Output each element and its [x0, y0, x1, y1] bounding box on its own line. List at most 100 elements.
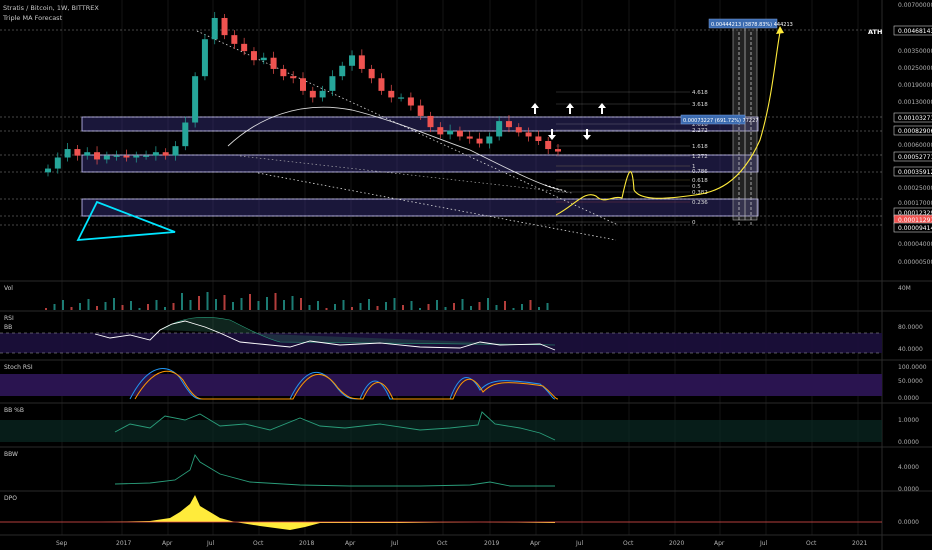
candle [427, 115, 434, 128]
time-tick-label: Apr [530, 540, 541, 547]
resistance-zone [81, 154, 759, 173]
volume-bar [512, 308, 515, 310]
price-tick-label: 0.00000500 [898, 259, 932, 266]
rsi-band [0, 333, 882, 353]
volume-bar [342, 300, 345, 310]
time-tick-label: 2018 [299, 540, 314, 547]
fib-label: 0.618 [692, 178, 708, 184]
price-tick-label: 0.00017000 [898, 200, 932, 207]
candle [398, 97, 405, 99]
time-tick-label: Oct [253, 540, 264, 547]
candle [182, 122, 189, 147]
volume-bar [436, 300, 438, 310]
candle [123, 155, 130, 158]
price-label-box [893, 166, 932, 177]
volume-bar [181, 293, 183, 310]
candle [496, 121, 503, 137]
volume-bar [87, 299, 90, 310]
candle [515, 127, 522, 133]
volume-bar [164, 307, 166, 310]
candle [94, 152, 101, 160]
time-tick-label: Apr [345, 540, 356, 547]
volume-bar [393, 298, 396, 310]
candle [417, 105, 424, 116]
stoch-tick: 0.0000 [898, 395, 919, 402]
candle [231, 35, 238, 44]
triangle-pattern [76, 200, 176, 242]
rsi-line [94, 320, 556, 351]
fib-label: 0.786 [692, 169, 708, 175]
price-label: 0.00011291 [898, 217, 932, 224]
stoch-band [0, 374, 882, 396]
volume-bar [351, 307, 353, 310]
fib-label: 3.618 [692, 102, 708, 108]
candle [407, 97, 414, 106]
arrow-down-icon [586, 129, 588, 135]
symbol-title[interactable]: Stratis / Bitcoin, 1W, BITTREX [3, 4, 99, 12]
ath-label: ATH [868, 28, 882, 36]
volume-bar [223, 295, 226, 310]
candle [545, 140, 552, 150]
candle [358, 55, 365, 69]
candle [201, 39, 208, 77]
panel-title-bbpct: BB %B [4, 407, 24, 414]
arrow-down-icon [551, 129, 553, 135]
dpo-tick: 0.0000 [898, 519, 919, 526]
stoch-d-line [134, 370, 559, 400]
price-tick-label: 0.00700000 [898, 2, 932, 9]
candle [349, 55, 356, 66]
panel-subtitle-bb: BB [4, 324, 12, 331]
volume-bar [385, 302, 387, 310]
candle [447, 130, 454, 135]
volume-bar [546, 303, 549, 310]
fib-label: 2.618 [692, 122, 708, 128]
volume-bar [121, 305, 124, 310]
arrow-up-icon [601, 108, 603, 114]
candle [221, 17, 228, 36]
time-tick-label: 2019 [484, 540, 499, 547]
price-label: 0.00103271 [898, 115, 932, 122]
volume-bar [240, 298, 243, 310]
wedge-upper-line [196, 30, 619, 226]
bbpct-line [114, 411, 556, 441]
candle [437, 127, 444, 135]
panel-title-bbw: BBW [4, 451, 18, 458]
candle [172, 146, 179, 156]
candle [290, 76, 297, 79]
time-tick-label: Oct [623, 540, 634, 547]
fib-label: 0.236 [692, 200, 708, 206]
moving-average-line [227, 106, 561, 191]
volume-bar [172, 303, 175, 310]
candle [74, 149, 81, 156]
price-label: 0.00009414 [898, 225, 932, 232]
candle [45, 168, 51, 173]
fib-label: 1 [692, 164, 696, 170]
volume-bar [155, 300, 158, 310]
indicator-title[interactable]: Triple MA Forecast [3, 14, 63, 22]
volume-bar [504, 301, 506, 310]
price-tick-label: 0.00250000 [898, 65, 932, 72]
chart-header: Stratis / Bitcoin, 1W, BITTREX Triple MA… [3, 3, 99, 23]
candle [300, 78, 306, 91]
volume-bar [368, 299, 370, 310]
volume-bar [130, 301, 132, 310]
stoch-tick: 50.0000 [898, 378, 923, 385]
fib-label: 2.272 [692, 128, 708, 134]
candle [476, 138, 483, 144]
time-tick-label: Sep [56, 540, 68, 547]
panel-title-rsi: RSI [4, 315, 14, 322]
volume-bar [487, 298, 489, 310]
measure-label-box [680, 114, 746, 125]
rsi-tick: 80.0000 [898, 324, 923, 331]
candle [505, 121, 512, 128]
fib-label: 0.5 [692, 184, 701, 190]
volume-bar [45, 308, 47, 310]
arrow-up-icon [534, 108, 536, 114]
bbw-line [114, 454, 555, 487]
volume-bar [266, 297, 268, 310]
candle [113, 155, 120, 157]
price-label: 0.00468143 [898, 28, 932, 35]
volume-bar [138, 308, 141, 310]
